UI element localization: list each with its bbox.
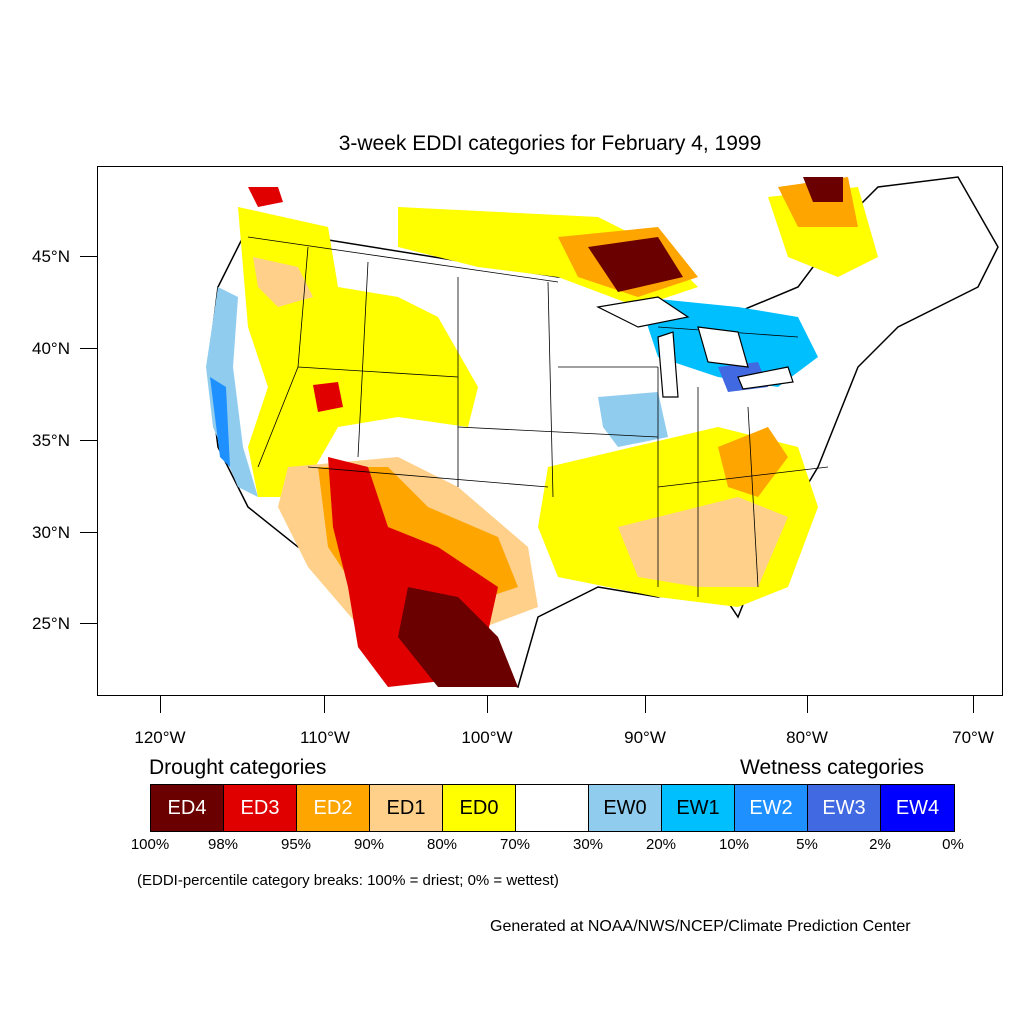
midwest-ew0	[598, 392, 668, 447]
lat-tick	[80, 623, 97, 624]
percent-break-label: 95%	[280, 836, 312, 853]
category-legend: ED4 ED3 ED2 ED1 ED0 EW0 EW1 EW2 EW3 EW4	[150, 784, 955, 832]
legend-cell-neutral	[516, 785, 589, 831]
lat-tick	[80, 256, 97, 257]
lon-label-120: 120°W	[134, 728, 186, 747]
lon-tick	[487, 696, 488, 713]
great-lakes	[596, 296, 794, 398]
lat-tick	[80, 440, 97, 441]
lon-tick	[973, 696, 974, 713]
percent-break-label: 5%	[796, 836, 818, 853]
map-title: 3-week EDDI categories for February 4, 1…	[338, 132, 762, 155]
lat-label-30: 30°N	[32, 523, 70, 542]
legend-cell-ed4: ED4	[151, 785, 224, 831]
lon-tick	[807, 696, 808, 713]
texas-ed4	[398, 587, 518, 687]
credit-line: Generated at NOAA/NWS/NCEP/Climate Predi…	[490, 918, 911, 935]
wetness-categories-title: Wetness categories	[740, 756, 925, 779]
lat-tick	[80, 532, 97, 533]
percent-break-label: 70%	[499, 836, 531, 853]
lon-tick	[324, 696, 325, 713]
legend-cell-ed1: ED1	[370, 785, 443, 831]
percent-break-label: 80%	[426, 836, 458, 853]
percent-break-label: 90%	[353, 836, 385, 853]
lon-label-100: 100°W	[461, 728, 513, 747]
percent-break-label: 100%	[130, 836, 170, 853]
lat-label-45: 45°N	[32, 247, 70, 266]
percent-break-label: 98%	[207, 836, 239, 853]
legend-cell-ew3: EW3	[808, 785, 881, 831]
eddi-map	[97, 166, 1003, 696]
drought-categories-title: Drought categories	[149, 756, 327, 779]
lon-label-110: 110°W	[300, 728, 350, 747]
legend-cell-ew0: EW0	[589, 785, 662, 831]
lon-tick	[160, 696, 161, 713]
legend-cell-ew4: EW4	[881, 785, 954, 831]
percent-break-label: 2%	[869, 836, 891, 853]
legend-cell-ew1: EW1	[662, 785, 735, 831]
lon-label-80: 80°W	[786, 728, 828, 747]
north-ed4	[588, 237, 683, 292]
legend-cell-ed2: ED2	[297, 785, 370, 831]
lat-tick	[80, 348, 97, 349]
west-coast-wet	[206, 287, 258, 497]
ne-ed4	[803, 177, 843, 202]
nw-ed1	[253, 257, 313, 307]
west-coast-ew2	[210, 377, 230, 467]
percent-break-label: 10%	[718, 836, 750, 853]
percent-break-label: 30%	[572, 836, 604, 853]
legend-cell-ed0: ED0	[443, 785, 516, 831]
nw-ed3	[248, 187, 283, 207]
map-canvas	[206, 176, 999, 689]
lat-label-35: 35°N	[32, 431, 70, 450]
lon-label-70: 70°W	[952, 728, 994, 747]
lon-tick	[645, 696, 646, 713]
percent-break-label: 0%	[942, 836, 964, 853]
category-note: (EDDI-percentile category breaks: 100% =…	[137, 872, 559, 889]
percent-break-label: 20%	[645, 836, 677, 853]
lat-label-25: 25°N	[32, 614, 70, 633]
legend-cell-ed3: ED3	[224, 785, 297, 831]
lat-label-40: 40°N	[32, 339, 70, 358]
legend-cell-ew2: EW2	[735, 785, 808, 831]
se-ed2	[718, 427, 788, 497]
se-ed1	[618, 497, 788, 587]
utah-ed3	[313, 382, 343, 412]
lon-label-90: 90°W	[624, 728, 666, 747]
